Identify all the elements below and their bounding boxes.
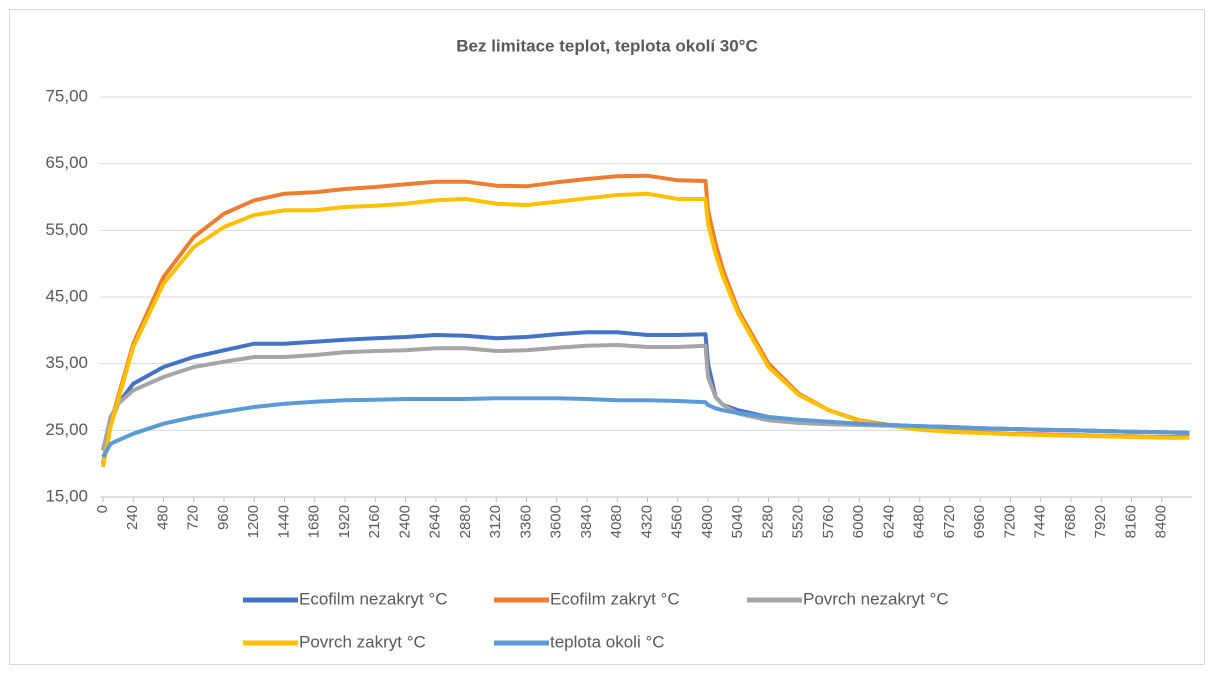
- legend-label: teplota okoli °C: [550, 632, 665, 651]
- x-tick-label: 6480: [911, 505, 928, 538]
- legend-label: Povrch zakryt °C: [299, 632, 426, 651]
- y-tick-label: 75,00: [45, 86, 88, 105]
- x-tick-label: 6960: [971, 505, 988, 538]
- x-tick-label: 7680: [1062, 505, 1079, 538]
- x-tick-label: 8160: [1122, 505, 1139, 538]
- x-tick-label: 7200: [1001, 505, 1018, 538]
- x-tick-label: 2400: [396, 505, 413, 538]
- x-tick-label: 4560: [669, 505, 686, 538]
- x-tick-label: 7920: [1092, 505, 1109, 538]
- x-tick-label: 3600: [548, 505, 565, 538]
- x-tick-label: 7440: [1032, 505, 1049, 538]
- x-tick-label: 1440: [275, 505, 292, 538]
- x-tick-label: 4800: [699, 505, 716, 538]
- x-tick-label: 4080: [608, 505, 625, 538]
- x-tick-label: 3840: [578, 505, 595, 538]
- legend-label: Ecofilm nezakryt °C: [299, 589, 448, 608]
- x-tick-label: 2880: [457, 505, 474, 538]
- y-tick-label: 65,00: [45, 153, 88, 172]
- x-tick-label: 0: [94, 505, 111, 513]
- y-tick-label: 25,00: [45, 420, 88, 439]
- y-tick-label: 35,00: [45, 353, 88, 372]
- x-tick-label: 6240: [880, 505, 897, 538]
- legend-label: Povrch nezakryt °C: [803, 589, 949, 608]
- x-tick-label: 5520: [790, 505, 807, 538]
- x-tick-label: 720: [185, 505, 202, 530]
- x-tick-label: 5040: [729, 505, 746, 538]
- x-tick-label: 240: [124, 505, 141, 530]
- x-tick-label: 2640: [427, 505, 444, 538]
- x-tick-label: 1200: [245, 505, 262, 538]
- x-tick-label: 6000: [850, 505, 867, 538]
- x-tick-label: 5760: [820, 505, 837, 538]
- x-tick-label: 2160: [366, 505, 383, 538]
- x-tick-label: 480: [154, 505, 171, 530]
- series-line: [101, 396, 1190, 458]
- x-tick-label: 960: [215, 505, 232, 530]
- y-tick-label: 15,00: [45, 486, 88, 505]
- x-tick-label: 3120: [487, 505, 504, 538]
- legend-label: Ecofilm zakryt °C: [550, 589, 680, 608]
- x-tick-label: 1680: [306, 505, 323, 538]
- x-tick-label: 1920: [336, 505, 353, 538]
- x-tick-label: 6720: [941, 505, 958, 538]
- x-tick-label: 4320: [638, 505, 655, 538]
- x-tick-label: 3360: [517, 505, 534, 538]
- series-line: [101, 191, 1190, 468]
- chart-frame: [9, 9, 1205, 665]
- x-tick-label: 5280: [759, 505, 776, 538]
- y-tick-label: 45,00: [45, 286, 88, 305]
- chart-title: Bez limitace teplot, teplota okolí 30°C: [456, 36, 758, 55]
- x-tick-label: 8400: [1153, 505, 1170, 538]
- y-tick-label: 55,00: [45, 220, 88, 239]
